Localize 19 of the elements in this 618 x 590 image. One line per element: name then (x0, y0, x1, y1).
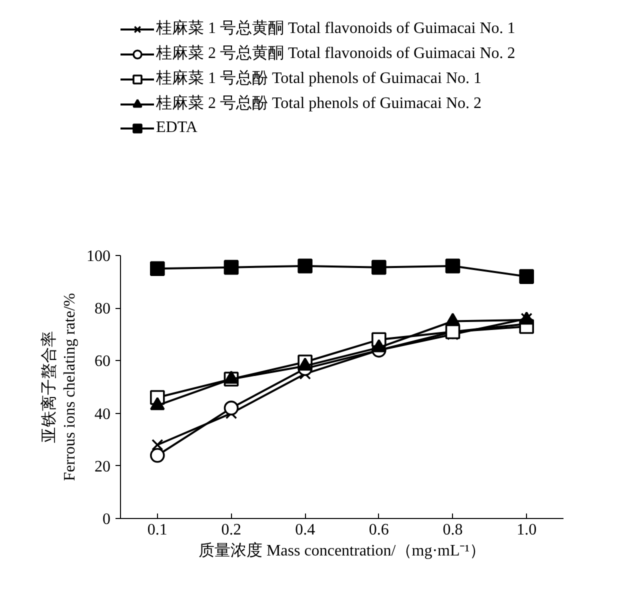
legend-label: 桂麻菜 2 号总黄酮 Total flavonoids of Guimacai No. 2 (156, 44, 516, 64)
y-tick-label: 80 (94, 300, 110, 318)
y-tick-label: 60 (94, 353, 110, 370)
legend-label: EDTA (156, 118, 198, 138)
y-tick-label: 0 (102, 511, 110, 528)
x-tick-label: 0.8 (442, 522, 463, 538)
y-tick-label: 20 (94, 458, 110, 476)
x-tick-label: 1.0 (516, 522, 537, 538)
x-tick-label: 0.6 (368, 522, 389, 538)
legend-label: 桂麻菜 1 号总黄酮 Total flavonoids of Guimacai No. 1 (156, 18, 516, 39)
legend-label: 桂麻菜 1 号总酚 Total phenols of Guimacai No. 1 (156, 68, 482, 89)
x-tick-label: 0.2 (221, 522, 242, 538)
x-tick-label: 0.4 (295, 522, 316, 538)
x-tick-label: 0.1 (147, 522, 168, 538)
y-tick-label: 100 (86, 248, 110, 265)
x-axis-title: 质量浓度 Mass concentration/（mg·mL⁻¹） (198, 542, 486, 560)
y-tick-label: 40 (94, 406, 110, 423)
legend-label: 桂麻菜 2 号总酚 Total phenols of Guimacai No. 2 (156, 94, 482, 114)
y-axis-title: 亚铁离子螯合率 Ferrous ions chelating rate/% (40, 293, 78, 481)
